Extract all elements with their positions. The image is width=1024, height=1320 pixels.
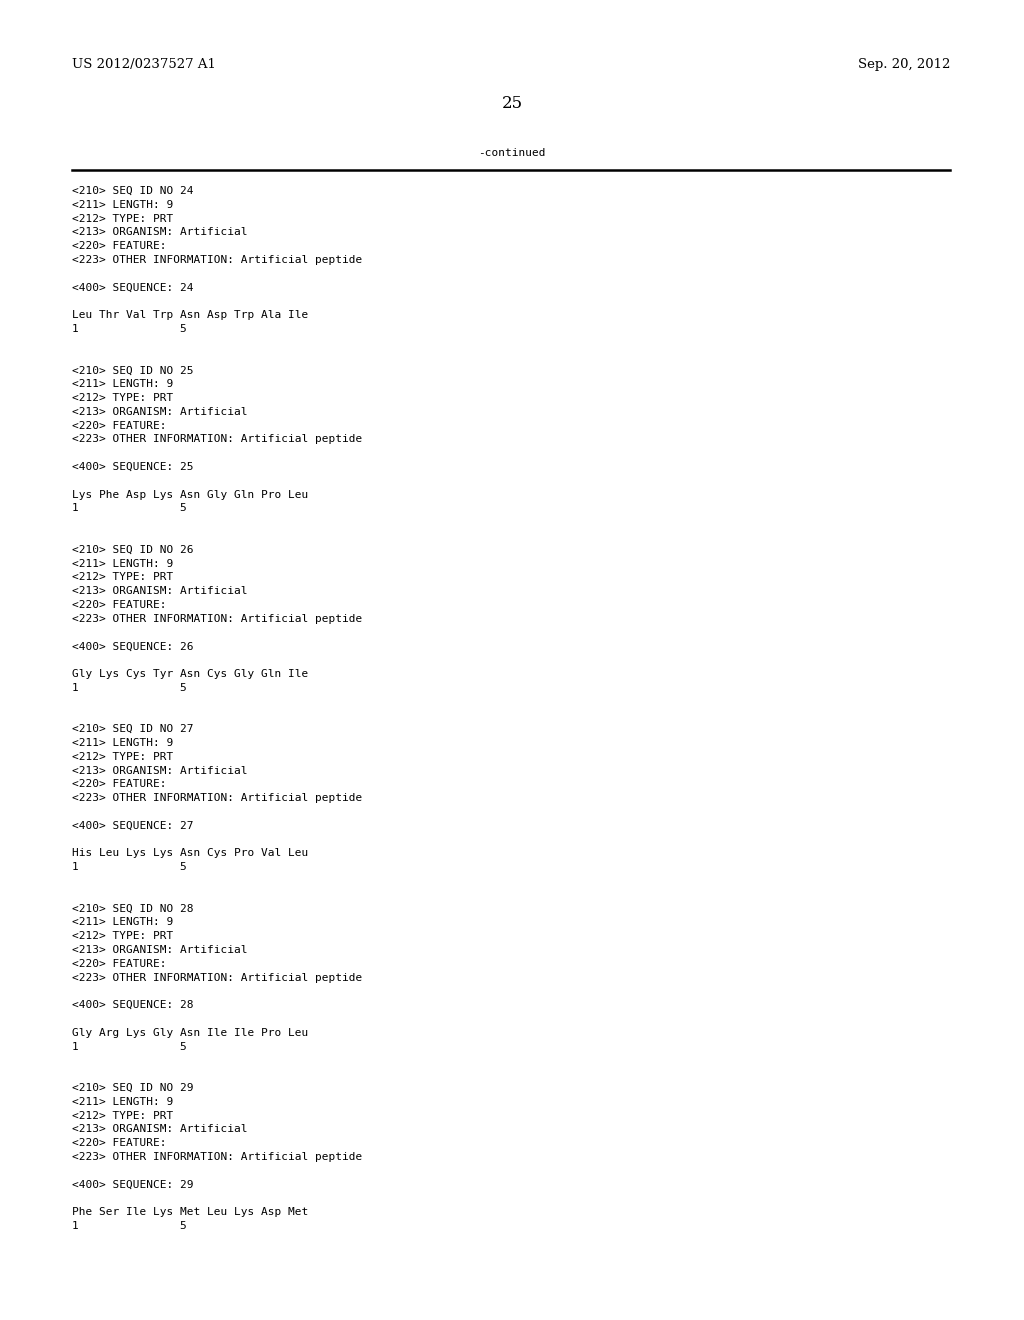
Text: 1               5: 1 5	[72, 1041, 186, 1052]
Text: <211> LENGTH: 9: <211> LENGTH: 9	[72, 917, 173, 928]
Text: <211> LENGTH: 9: <211> LENGTH: 9	[72, 379, 173, 389]
Text: 1               5: 1 5	[72, 682, 186, 693]
Text: Gly Lys Cys Tyr Asn Cys Gly Gln Ile: Gly Lys Cys Tyr Asn Cys Gly Gln Ile	[72, 669, 308, 678]
Text: 1               5: 1 5	[72, 503, 186, 513]
Text: <210> SEQ ID NO 27: <210> SEQ ID NO 27	[72, 725, 194, 734]
Text: <211> LENGTH: 9: <211> LENGTH: 9	[72, 738, 173, 748]
Text: <212> TYPE: PRT: <212> TYPE: PRT	[72, 1110, 173, 1121]
Text: <213> ORGANISM: Artificial: <213> ORGANISM: Artificial	[72, 586, 248, 597]
Text: <212> TYPE: PRT: <212> TYPE: PRT	[72, 214, 173, 223]
Text: <220> FEATURE:: <220> FEATURE:	[72, 779, 167, 789]
Text: <211> LENGTH: 9: <211> LENGTH: 9	[72, 199, 173, 210]
Text: -continued: -continued	[478, 148, 546, 158]
Text: <400> SEQUENCE: 24: <400> SEQUENCE: 24	[72, 282, 194, 293]
Text: <400> SEQUENCE: 29: <400> SEQUENCE: 29	[72, 1180, 194, 1189]
Text: <210> SEQ ID NO 28: <210> SEQ ID NO 28	[72, 904, 194, 913]
Text: <220> FEATURE:: <220> FEATURE:	[72, 1138, 167, 1148]
Text: Phe Ser Ile Lys Met Leu Lys Asp Met: Phe Ser Ile Lys Met Leu Lys Asp Met	[72, 1208, 308, 1217]
Text: <223> OTHER INFORMATION: Artificial peptide: <223> OTHER INFORMATION: Artificial pept…	[72, 434, 362, 445]
Text: 1               5: 1 5	[72, 323, 186, 334]
Text: <212> TYPE: PRT: <212> TYPE: PRT	[72, 573, 173, 582]
Text: US 2012/0237527 A1: US 2012/0237527 A1	[72, 58, 216, 71]
Text: Sep. 20, 2012: Sep. 20, 2012	[858, 58, 950, 71]
Text: Gly Arg Lys Gly Asn Ile Ile Pro Leu: Gly Arg Lys Gly Asn Ile Ile Pro Leu	[72, 1028, 308, 1038]
Text: <223> OTHER INFORMATION: Artificial peptide: <223> OTHER INFORMATION: Artificial pept…	[72, 1152, 362, 1162]
Text: <212> TYPE: PRT: <212> TYPE: PRT	[72, 931, 173, 941]
Text: His Leu Lys Lys Asn Cys Pro Val Leu: His Leu Lys Lys Asn Cys Pro Val Leu	[72, 849, 308, 858]
Text: <210> SEQ ID NO 24: <210> SEQ ID NO 24	[72, 186, 194, 195]
Text: <400> SEQUENCE: 28: <400> SEQUENCE: 28	[72, 1001, 194, 1010]
Text: <211> LENGTH: 9: <211> LENGTH: 9	[72, 1097, 173, 1106]
Text: <213> ORGANISM: Artificial: <213> ORGANISM: Artificial	[72, 945, 248, 954]
Text: <220> FEATURE:: <220> FEATURE:	[72, 242, 167, 251]
Text: <223> OTHER INFORMATION: Artificial peptide: <223> OTHER INFORMATION: Artificial pept…	[72, 614, 362, 624]
Text: <213> ORGANISM: Artificial: <213> ORGANISM: Artificial	[72, 407, 248, 417]
Text: 1               5: 1 5	[72, 862, 186, 873]
Text: <212> TYPE: PRT: <212> TYPE: PRT	[72, 393, 173, 403]
Text: <220> FEATURE:: <220> FEATURE:	[72, 958, 167, 969]
Text: <210> SEQ ID NO 29: <210> SEQ ID NO 29	[72, 1082, 194, 1093]
Text: <220> FEATURE:: <220> FEATURE:	[72, 421, 167, 430]
Text: 25: 25	[502, 95, 522, 112]
Text: 1               5: 1 5	[72, 1221, 186, 1232]
Text: <400> SEQUENCE: 25: <400> SEQUENCE: 25	[72, 462, 194, 473]
Text: <213> ORGANISM: Artificial: <213> ORGANISM: Artificial	[72, 1125, 248, 1134]
Text: Lys Phe Asp Lys Asn Gly Gln Pro Leu: Lys Phe Asp Lys Asn Gly Gln Pro Leu	[72, 490, 308, 499]
Text: <210> SEQ ID NO 25: <210> SEQ ID NO 25	[72, 366, 194, 375]
Text: <400> SEQUENCE: 26: <400> SEQUENCE: 26	[72, 642, 194, 651]
Text: <223> OTHER INFORMATION: Artificial peptide: <223> OTHER INFORMATION: Artificial pept…	[72, 255, 362, 265]
Text: <213> ORGANISM: Artificial: <213> ORGANISM: Artificial	[72, 766, 248, 776]
Text: Leu Thr Val Trp Asn Asp Trp Ala Ile: Leu Thr Val Trp Asn Asp Trp Ala Ile	[72, 310, 308, 321]
Text: <223> OTHER INFORMATION: Artificial peptide: <223> OTHER INFORMATION: Artificial pept…	[72, 793, 362, 803]
Text: <211> LENGTH: 9: <211> LENGTH: 9	[72, 558, 173, 569]
Text: <213> ORGANISM: Artificial: <213> ORGANISM: Artificial	[72, 227, 248, 238]
Text: <220> FEATURE:: <220> FEATURE:	[72, 601, 167, 610]
Text: <212> TYPE: PRT: <212> TYPE: PRT	[72, 752, 173, 762]
Text: <210> SEQ ID NO 26: <210> SEQ ID NO 26	[72, 545, 194, 554]
Text: <400> SEQUENCE: 27: <400> SEQUENCE: 27	[72, 821, 194, 830]
Text: <223> OTHER INFORMATION: Artificial peptide: <223> OTHER INFORMATION: Artificial pept…	[72, 973, 362, 982]
